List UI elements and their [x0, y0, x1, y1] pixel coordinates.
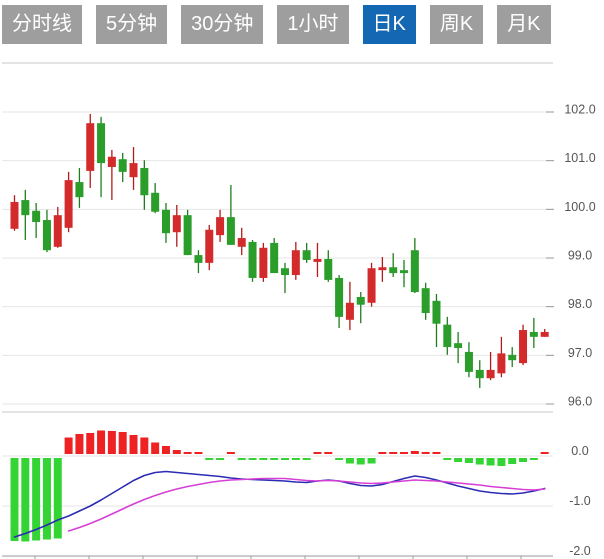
- candle: [270, 242, 279, 274]
- timeframe-tabbar: 分时线 5分钟 30分钟 1小时 日K 周K 月K: [2, 5, 551, 44]
- tab-daily-k[interactable]: 日K: [362, 5, 416, 44]
- price-axis-labels: 102.0 101.0 100.0 99.0 98.0 97.0 96.0: [564, 103, 595, 409]
- candle: [118, 159, 127, 172]
- candle: [335, 277, 344, 317]
- svg-text:-2.0: -2.0: [569, 544, 591, 558]
- candle: [172, 215, 181, 233]
- svg-text:98.0: 98.0: [568, 297, 592, 311]
- candle: [529, 331, 538, 337]
- svg-text:96.0: 96.0: [568, 394, 592, 408]
- candle: [324, 258, 333, 280]
- candle: [194, 255, 203, 263]
- candle: [508, 354, 517, 361]
- candle: [475, 369, 484, 379]
- macd-grid: [2, 455, 553, 557]
- svg-text:-1.0: -1.0: [569, 494, 591, 508]
- candle: [183, 215, 192, 256]
- candle: [356, 296, 365, 305]
- candle: [464, 351, 473, 372]
- candle: [53, 215, 62, 247]
- candle: [400, 270, 409, 274]
- svg-text:97.0: 97.0: [568, 346, 592, 360]
- candle: [421, 288, 430, 313]
- candle: [86, 123, 95, 171]
- candle: [432, 300, 441, 324]
- candle: [410, 250, 419, 293]
- candle: [540, 331, 549, 337]
- candle: [161, 209, 170, 234]
- candle: [378, 267, 387, 271]
- candle: [443, 324, 452, 348]
- macd-dif-dea-lines: [13, 470, 546, 538]
- candle: [519, 330, 528, 364]
- candle: [389, 267, 398, 274]
- macd-histogram: [10, 430, 549, 542]
- tab-minute-line[interactable]: 分时线: [2, 5, 82, 44]
- tab-weekly-k[interactable]: 周K: [429, 5, 484, 44]
- candle: [42, 220, 51, 251]
- chart-borders: [2, 62, 553, 413]
- candles: [10, 113, 549, 388]
- candle: [64, 180, 73, 228]
- candle: [140, 167, 149, 196]
- candle: [367, 268, 376, 303]
- candle: [32, 210, 41, 222]
- candle: [345, 302, 354, 320]
- candle: [216, 217, 225, 236]
- candle: [129, 163, 138, 178]
- candle: [281, 268, 289, 276]
- macd-axis-labels: 0.0 -1.0 -2.0: [569, 444, 591, 558]
- candle: [486, 369, 495, 379]
- tab-5min[interactable]: 5分钟: [96, 5, 168, 44]
- candle: [205, 229, 214, 263]
- candle: [97, 123, 106, 164]
- tab-1hour[interactable]: 1小时: [277, 5, 349, 44]
- candle: [313, 258, 322, 262]
- svg-text:102.0: 102.0: [564, 103, 595, 117]
- candle: [302, 250, 311, 260]
- candle: [291, 250, 300, 276]
- candle: [248, 241, 257, 278]
- candle: [259, 247, 268, 278]
- candle: [10, 202, 19, 229]
- svg-text:99.0: 99.0: [568, 248, 592, 262]
- svg-text:100.0: 100.0: [564, 200, 595, 214]
- x-axis-ticks: [34, 556, 522, 559]
- tab-monthly-k[interactable]: 月K: [497, 5, 551, 44]
- candle: [21, 200, 30, 216]
- svg-text:101.0: 101.0: [564, 151, 595, 165]
- svg-text:0.0: 0.0: [571, 444, 588, 458]
- tab-30min[interactable]: 30分钟: [181, 5, 264, 44]
- candle: [454, 343, 463, 349]
- candle: [151, 192, 160, 212]
- candle: [107, 156, 116, 167]
- candle: [237, 238, 246, 247]
- candle: [226, 217, 235, 245]
- candle: [75, 182, 84, 198]
- candle: [497, 353, 506, 374]
